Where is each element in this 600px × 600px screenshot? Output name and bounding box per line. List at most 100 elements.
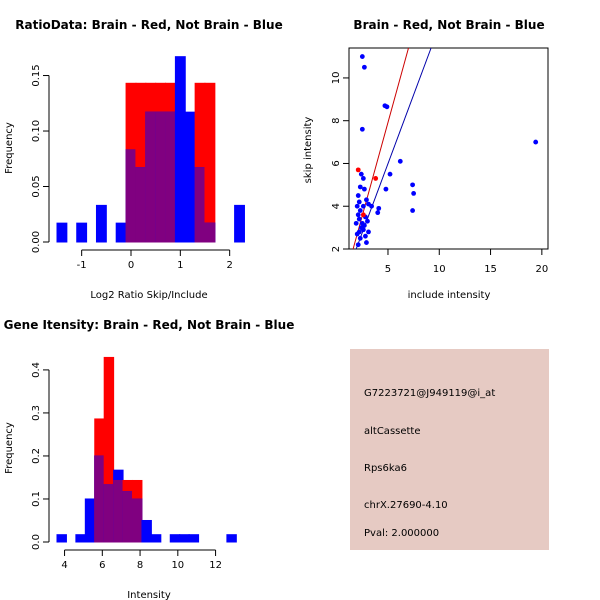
ratio-bar-overlap bbox=[135, 167, 147, 243]
intensity-bar-overlap bbox=[122, 491, 134, 543]
scatter-point-not-brain bbox=[365, 218, 370, 224]
info-panel-background bbox=[350, 349, 549, 550]
intensity-histogram-y-axis: 0.0 0.1 0.2 0.3 0.4 bbox=[31, 362, 50, 550]
gene-name-text: Rps6ka6 bbox=[364, 463, 407, 474]
intensity-y-tick-label: 0.0 bbox=[31, 534, 42, 550]
intensity-y-tick-label: 0.1 bbox=[31, 491, 42, 507]
intensity-bar-not-brain bbox=[141, 519, 152, 543]
scatter-y-tick-label: 8 bbox=[331, 118, 342, 124]
event-type-text: altCassette bbox=[364, 426, 421, 437]
ratio-bar-overlap bbox=[125, 149, 137, 243]
intensity-bar-not-brain bbox=[169, 534, 181, 543]
intensity-histogram-x-axis: 4 6 8 10 12 bbox=[61, 549, 222, 571]
intensity-bar-overlap bbox=[132, 498, 143, 543]
ratio-bar-not-brain bbox=[56, 222, 68, 243]
scatter-point-not-brain bbox=[369, 203, 374, 209]
ratio-bar-overlap bbox=[194, 167, 206, 243]
intensity-histogram-y-label: Frequency bbox=[4, 422, 15, 474]
intensity-bar-overlap bbox=[103, 484, 115, 543]
intensity-bar-overlap bbox=[113, 479, 124, 543]
scatter-y-tick-label: 10 bbox=[331, 72, 342, 85]
2|intensity-x-tick-label: 12 bbox=[209, 560, 222, 571]
0|ratio-x-tick-label: 0 bbox=[128, 260, 134, 271]
scatter-point-not-brain bbox=[364, 197, 369, 203]
location-text: chrX.27690-4.10 bbox=[364, 500, 448, 511]
scatter-point-not-brain bbox=[410, 208, 415, 213]
scatter-fit-line bbox=[355, 47, 432, 250]
ratio-histogram-panel: RatioData: Brain - Red, Not Brain - Blue… bbox=[4, 18, 283, 301]
intensity-y-tick-label: 0.3 bbox=[31, 405, 42, 421]
scatter-point-not-brain bbox=[360, 203, 366, 209]
scatter-point-not-brain bbox=[411, 191, 417, 196]
scatter-panel: Brain - Red, Not Brain - Blue 5 10 15 20 2 4… bbox=[303, 18, 549, 301]
scatter-y-tick-label: 6 bbox=[331, 160, 342, 166]
scatter-point-brain bbox=[373, 176, 379, 181]
scatter-point-not-brain bbox=[384, 104, 390, 110]
2|intensity-x-tick-label: 4 bbox=[61, 560, 67, 571]
scatter-plot-box bbox=[348, 47, 549, 250]
scatter-point-not-brain bbox=[361, 64, 367, 70]
ratio-y-tick-label: 0.05 bbox=[31, 175, 42, 197]
ratio-bar-not-brain bbox=[184, 111, 196, 243]
scatter-point-not-brain bbox=[357, 184, 363, 190]
ratio-bar-not-brain bbox=[95, 204, 107, 243]
scatter-point-not-brain bbox=[355, 212, 361, 218]
ratio-histogram-title: RatioData: Brain - Red, Not Brain - Blue bbox=[15, 18, 282, 32]
scatter-point-not-brain bbox=[359, 54, 365, 59]
ratio-bar-overlap bbox=[155, 111, 167, 243]
scatter-point-not-brain bbox=[359, 126, 365, 132]
probe-id-text: G7223721@J949119@i_at bbox=[364, 388, 495, 399]
ratio-y-tick-label: 0.15 bbox=[31, 64, 42, 86]
pval-text: Pval: 2.000000 bbox=[364, 528, 439, 539]
ratio-histogram-bars bbox=[56, 56, 245, 243]
scatter-point-not-brain bbox=[357, 235, 363, 241]
scatter-points bbox=[353, 54, 539, 248]
scatter-x-axis: 5 10 15 20 bbox=[385, 249, 548, 275]
scatter-point-not-brain bbox=[360, 176, 366, 181]
scatter-x-tick-label: 10 bbox=[433, 264, 446, 275]
intensity-bar-not-brain bbox=[226, 534, 237, 543]
intensity-histogram-x-label: Intensity bbox=[127, 590, 171, 600]
ratio-bar-not-brain bbox=[115, 222, 127, 243]
scatter-point-not-brain bbox=[363, 233, 368, 239]
intensity-histogram-panel: Gene Itensity: Brain - Red, Not Brain - … bbox=[4, 318, 295, 600]
scatter-point-not-brain bbox=[366, 229, 371, 235]
scatter-x-tick-label: 20 bbox=[535, 264, 548, 275]
scatter-y-tick-label: 2 bbox=[331, 246, 342, 252]
ratio-histogram-y-label: Frequency bbox=[4, 122, 15, 174]
0|ratio-x-tick-label: -1 bbox=[77, 260, 87, 271]
0|ratio-x-tick-label: 2 bbox=[226, 260, 232, 271]
scatter-point-not-brain bbox=[361, 186, 367, 192]
intensity-bar-not-brain bbox=[188, 534, 200, 543]
scatter-point-not-brain bbox=[410, 182, 415, 188]
intensity-bar-not-brain bbox=[84, 498, 96, 543]
ratio-bar-not-brain bbox=[76, 222, 88, 243]
ratio-bar-overlap bbox=[145, 111, 157, 243]
scatter-point-not-brain bbox=[353, 220, 359, 226]
intensity-bar-overlap bbox=[94, 455, 105, 543]
scatter-point-not-brain bbox=[387, 171, 393, 177]
ratio-y-tick-label: 0.10 bbox=[31, 120, 42, 142]
ratio-bar-overlap bbox=[204, 222, 216, 243]
scatter-x-tick-label: 5 bbox=[385, 264, 391, 275]
scatter-point-not-brain bbox=[533, 139, 539, 145]
intensity-bar-not-brain bbox=[75, 534, 86, 543]
ratio-bar-not-brain bbox=[234, 204, 245, 243]
scatter-point-not-brain bbox=[355, 242, 361, 248]
scatter-point-not-brain bbox=[355, 193, 361, 198]
scatter-point-brain bbox=[355, 167, 361, 173]
scatter-point-not-brain bbox=[360, 227, 366, 233]
scatter-point-not-brain bbox=[375, 210, 381, 216]
scatter-y-tick-label: 4 bbox=[331, 203, 342, 209]
intensity-bar-not-brain bbox=[179, 534, 190, 543]
scatter-point-not-brain bbox=[376, 205, 382, 211]
intensity-histogram-title: Gene Itensity: Brain - Red, Not Brain - … bbox=[4, 318, 295, 332]
info-panel: G7223721@J949119@i_at altCassette Rps6ka… bbox=[350, 349, 549, 550]
2|intensity-x-tick-label: 8 bbox=[137, 560, 143, 571]
ratio-bar-overlap bbox=[165, 111, 176, 243]
scatter-point-brain bbox=[360, 212, 366, 218]
scatter-point-not-brain bbox=[356, 199, 362, 205]
ratio-bar-brain bbox=[204, 82, 216, 243]
ratio-histogram-x-label: Log2 Ratio Skip/Include bbox=[90, 290, 207, 301]
